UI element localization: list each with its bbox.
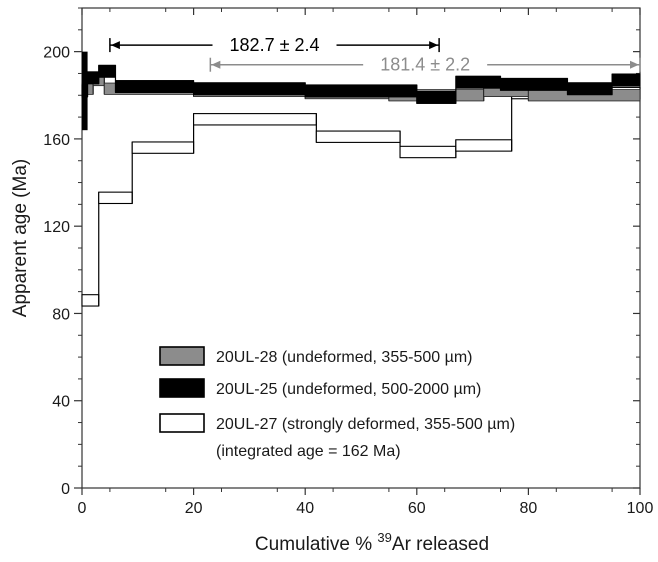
series-layer xyxy=(81,51,641,307)
plateau-2: 181.4 ± 2.2 xyxy=(209,55,641,75)
x-tick-label: 60 xyxy=(408,500,426,517)
plateau-label: 181.4 ± 2.2 xyxy=(380,55,470,75)
y-tick-label: 0 xyxy=(61,481,70,498)
y-tick-label: 200 xyxy=(43,45,70,62)
step-box xyxy=(611,73,641,87)
step-box xyxy=(81,294,100,307)
series-black xyxy=(81,64,641,104)
legend-swatch-open xyxy=(159,413,205,433)
step-box xyxy=(193,82,306,96)
x-axis-title-suffix: Ar released xyxy=(392,534,489,555)
x-tick-label: 0 xyxy=(78,500,87,517)
series-black-initial-step xyxy=(82,51,88,131)
step-box xyxy=(98,191,133,205)
step-box xyxy=(304,84,418,98)
step-box xyxy=(455,139,513,152)
legend: 20UL-28 (undeformed, 355-500 µm) 20UL-25 … xyxy=(159,346,515,460)
x-axis-title: Cumulative % 39Ar released xyxy=(255,530,489,555)
axes: 0 20 40 60 80 100 0 40 80 120 160 200 xyxy=(43,7,654,517)
step-box xyxy=(455,75,501,89)
y-tick-label: 40 xyxy=(52,394,70,411)
x-axis-title-prefix: Cumulative % xyxy=(255,534,378,555)
series-open xyxy=(81,86,641,307)
step-box xyxy=(500,77,568,91)
y-tick-label: 160 xyxy=(43,132,70,149)
step-box xyxy=(567,82,613,96)
legend-label-open: 20UL-27 (strongly deformed, 355-500 µm) xyxy=(216,416,515,433)
legend-swatch-gray xyxy=(159,346,205,366)
legend-swatch-black xyxy=(159,378,205,398)
plateau-layer: 182.7 ± 2.4 181.4 ± 2.2 xyxy=(109,35,641,75)
step-box xyxy=(193,113,317,126)
step-box xyxy=(115,80,195,94)
step-box xyxy=(131,141,195,154)
plateau-arrow-left xyxy=(110,41,120,50)
plateau-1: 182.7 ± 2.4 xyxy=(109,35,440,55)
plateau-arrow-left xyxy=(211,60,221,69)
step-box xyxy=(315,130,401,143)
y-tick-label: 80 xyxy=(52,306,70,323)
x-tick-label: 40 xyxy=(296,500,314,517)
step-box xyxy=(399,145,457,159)
x-tick-label: 80 xyxy=(520,500,538,517)
y-axis-title: Apparent age (Ma) xyxy=(10,159,31,317)
plateau-arrow-right xyxy=(429,41,439,50)
y-tick-label: 120 xyxy=(43,219,70,236)
x-tick-label: 100 xyxy=(627,500,654,517)
step-box xyxy=(87,71,100,85)
legend-note: (integrated age = 162 Ma) xyxy=(216,443,401,460)
plateau-arrow-right xyxy=(630,60,639,69)
x-tick-label: 20 xyxy=(185,500,203,517)
step-box xyxy=(82,51,88,131)
step-box xyxy=(98,64,116,78)
step-box xyxy=(416,90,457,104)
x-axis-title-superscript: 39 xyxy=(377,530,391,545)
plateau-label: 182.7 ± 2.4 xyxy=(230,35,320,55)
legend-label-gray: 20UL-28 (undeformed, 355-500 µm) xyxy=(216,349,472,366)
legend-label-black: 20UL-25 (undeformed, 500-2000 µm) xyxy=(216,381,481,398)
